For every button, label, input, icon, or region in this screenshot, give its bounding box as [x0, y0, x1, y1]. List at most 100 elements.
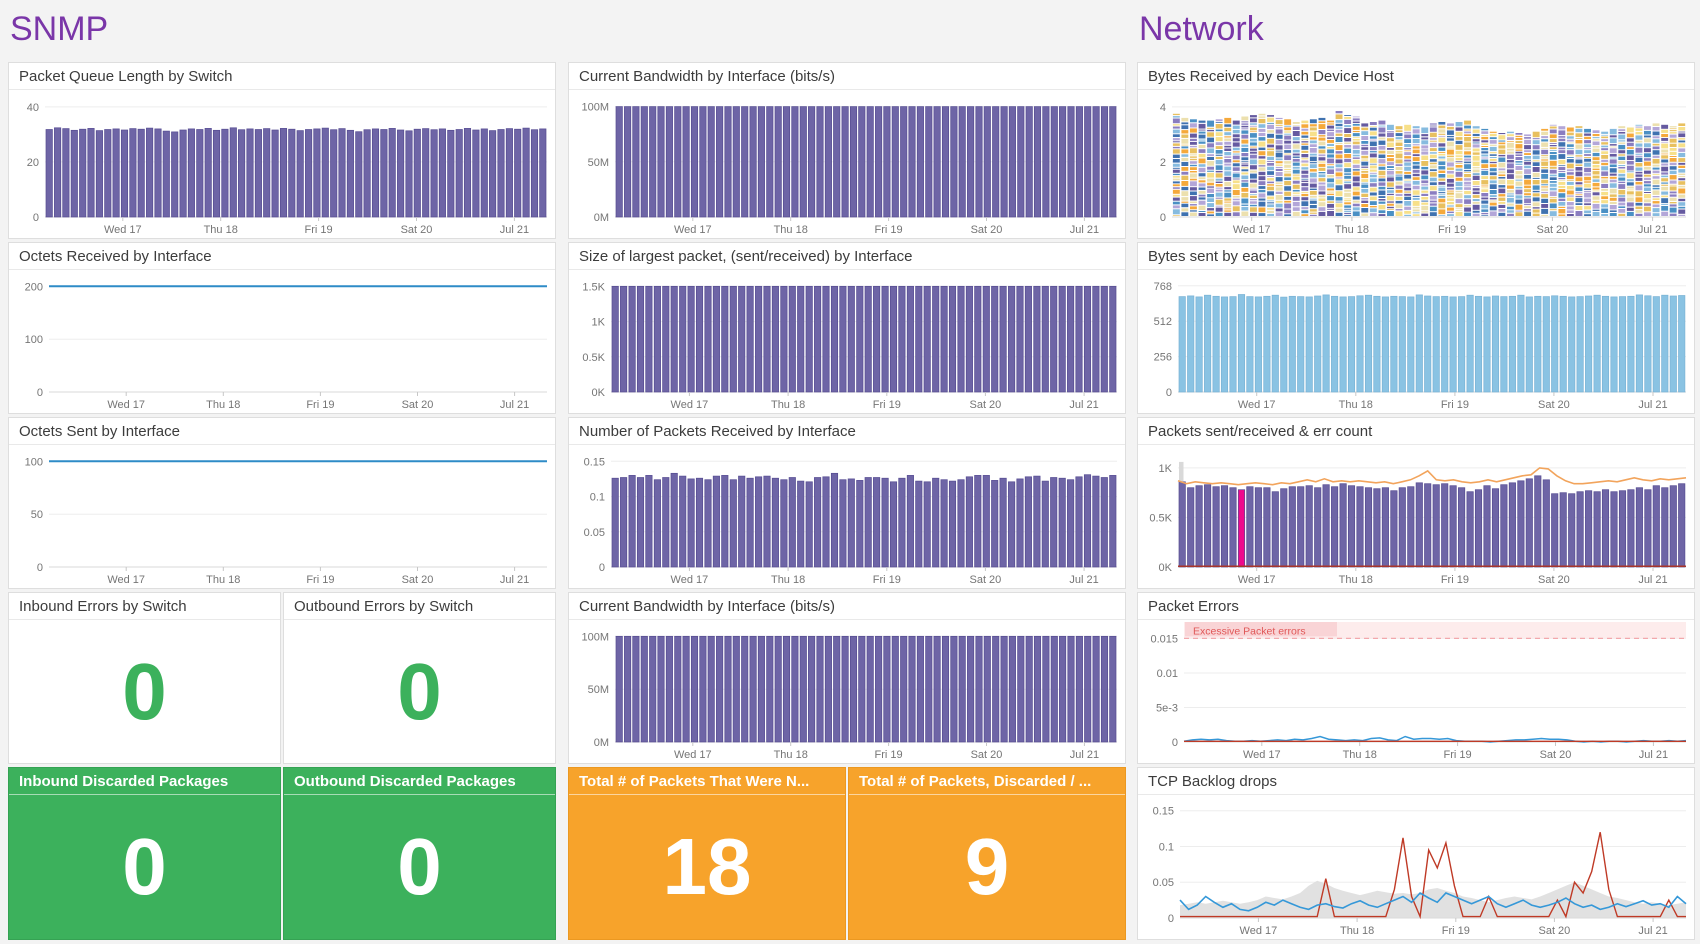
svg-text:Wed 17: Wed 17 [107, 574, 145, 586]
panel-title[interactable]: Bytes sent by each Device host [1138, 243, 1694, 270]
panel-title[interactable]: Current Bandwidth by Interface (bits/s) [569, 593, 1125, 620]
bandwidth-2-chart[interactable]: 0M 50M 100M Wed 17 Thu 18 Fri 19 Sat 20 Jul 21 [569, 620, 1125, 763]
svg-text:Sat 20: Sat 20 [971, 749, 1003, 761]
stat-value: 18 [662, 822, 752, 911]
svg-text:Sat 20: Sat 20 [969, 399, 1001, 411]
svg-text:100M: 100M [581, 631, 609, 643]
panel-title[interactable]: Size of largest packet, (sent/received) … [569, 243, 1125, 270]
packet-queue-chart[interactable]: 0 20 40 Wed 17 Thu 18 Fri 19 Sat 20 Jul 21 [9, 90, 555, 238]
svg-text:0M: 0M [594, 737, 609, 749]
svg-text:Jul 21: Jul 21 [1069, 574, 1098, 586]
panel-bytes-sent: Bytes sent by each Device host 0 256 512 76… [1137, 242, 1695, 414]
svg-text:Jul 21: Jul 21 [1638, 399, 1667, 411]
panel-title[interactable]: Bytes Received by each Device Host [1138, 63, 1694, 90]
panel-title[interactable]: Total # of Packets, Discarded / ... [849, 768, 1125, 795]
svg-text:1.5K: 1.5K [582, 281, 605, 293]
svg-text:Jul 21: Jul 21 [1070, 749, 1099, 761]
panel-bandwidth-1: Current Bandwidth by Interface (bits/s) … [568, 62, 1126, 239]
svg-text:Jul 21: Jul 21 [1638, 574, 1667, 586]
svg-text:Wed 17: Wed 17 [671, 574, 709, 586]
svg-text:0: 0 [1166, 387, 1172, 399]
svg-text:Fri 19: Fri 19 [1441, 574, 1469, 586]
bandwidth-1-chart[interactable]: 0M 50M 100M Wed 17 Thu 18 Fri 19 Sat 20 Jul 21 [569, 90, 1125, 238]
svg-text:Thu 18: Thu 18 [774, 749, 808, 761]
panel-title[interactable]: Inbound Errors by Switch [9, 593, 280, 620]
svg-text:Sat 20: Sat 20 [1538, 925, 1570, 937]
panel-title[interactable]: Total # of Packets That Were N... [569, 768, 845, 795]
panel-title[interactable]: Packet Errors [1138, 593, 1694, 620]
svg-text:Thu 18: Thu 18 [204, 224, 238, 236]
stat-value: 0 [122, 822, 167, 911]
octets-sent-chart[interactable]: 0 50 100 Wed 17 Thu 18 Fri 19 Sat 20 Jul 21 [9, 445, 555, 588]
svg-text:Sat 20: Sat 20 [1538, 399, 1570, 411]
svg-text:Fri 19: Fri 19 [305, 224, 333, 236]
svg-text:Fri 19: Fri 19 [875, 224, 903, 236]
panel-title[interactable]: Packet Queue Length by Switch [9, 63, 555, 90]
panel-bytes-received: Bytes Received by each Device Host 0 2 4 We… [1137, 62, 1695, 239]
panel-largest-packet: Size of largest packet, (sent/received) … [568, 242, 1126, 414]
panel-title[interactable]: Number of Packets Received by Interface [569, 418, 1125, 445]
panel-title[interactable]: Packets sent/received & err count [1138, 418, 1694, 445]
svg-text:100: 100 [25, 456, 43, 468]
panel-title[interactable]: TCP Backlog drops [1138, 768, 1694, 795]
svg-text:Fri 19: Fri 19 [1442, 925, 1470, 937]
svg-text:0.05: 0.05 [584, 527, 605, 539]
bytes-sent-chart[interactable]: 0 256 512 768 Wed 17 Thu 18 Fri 19 Sat 20 Jul 21 [1138, 270, 1694, 413]
svg-text:0.15: 0.15 [1153, 806, 1174, 818]
svg-text:0: 0 [33, 212, 39, 224]
panel-octets-received: Octets Received by Interface 0 100 200 Wed … [8, 242, 556, 414]
svg-text:Jul 21: Jul 21 [1639, 749, 1668, 761]
panel-outbound-errors: Outbound Errors by Switch 0 [283, 592, 556, 764]
largest-packet-chart[interactable]: 0K 0.5K 1K 1.5K Wed 17 Thu 18 Fri 19 Sat 20 Jul … [569, 270, 1125, 413]
panel-title[interactable]: Outbound Errors by Switch [284, 593, 555, 620]
svg-text:0.5K: 0.5K [582, 352, 605, 364]
panel-packets-not-delivered: Total # of Packets That Were N... 18 [568, 767, 846, 940]
svg-text:Wed 17: Wed 17 [674, 749, 712, 761]
svg-text:Jul 21: Jul 21 [500, 224, 529, 236]
panel-bandwidth-2: Current Bandwidth by Interface (bits/s) … [568, 592, 1126, 764]
svg-text:Thu 18: Thu 18 [1339, 399, 1373, 411]
panel-title[interactable]: Outbound Discarded Packages [284, 768, 555, 795]
packets-err-chart[interactable]: 0K 0.5K 1K Wed 17 Thu 18 Fri 19 Sat 20 Jul 21 [1138, 445, 1694, 588]
panel-tcp-backlog: TCP Backlog drops 0 0.05 0.1 0.15 Wed 17 Thu … [1137, 767, 1695, 940]
panel-title[interactable]: Octets Sent by Interface [9, 418, 555, 445]
svg-text:Fri 19: Fri 19 [1438, 224, 1466, 236]
svg-text:Fri 19: Fri 19 [873, 399, 901, 411]
svg-text:Sat 20: Sat 20 [402, 399, 434, 411]
packets-received-chart[interactable]: 0 0.05 0.1 0.15 Wed 17 Thu 18 Fri 19 Sat 20 Jul … [569, 445, 1125, 588]
svg-text:Wed 17: Wed 17 [671, 399, 709, 411]
svg-text:0: 0 [1160, 212, 1166, 224]
svg-text:Thu 18: Thu 18 [774, 224, 808, 236]
octets-received-chart[interactable]: 0 100 200 Wed 17 Thu 18 Fri 19 Sat 20 Jul 21 [9, 270, 555, 413]
svg-text:Wed 17: Wed 17 [1240, 925, 1278, 937]
svg-text:20: 20 [27, 157, 39, 169]
section-title-network: Network [1139, 10, 1264, 48]
stat-value: 0 [397, 822, 442, 911]
svg-text:5e-3: 5e-3 [1156, 703, 1178, 715]
panel-title[interactable]: Inbound Discarded Packages [9, 768, 280, 795]
svg-text:Jul 21: Jul 21 [1069, 399, 1098, 411]
tcp-backlog-chart[interactable]: 0 0.05 0.1 0.15 Wed 17 Thu 18 Fri 19 Sat 20 Jul … [1138, 795, 1694, 939]
svg-text:768: 768 [1154, 281, 1172, 293]
svg-text:Wed 17: Wed 17 [1233, 224, 1271, 236]
svg-text:50: 50 [31, 509, 43, 521]
section-title-snmp: SNMP [10, 10, 109, 48]
panel-title[interactable]: Octets Received by Interface [9, 243, 555, 270]
svg-text:Sat 20: Sat 20 [401, 224, 433, 236]
svg-text:512: 512 [1154, 316, 1172, 328]
svg-text:Sat 20: Sat 20 [1536, 224, 1568, 236]
panel-packets-discarded: Total # of Packets, Discarded / ... 9 [848, 767, 1126, 940]
panel-packet-queue: Packet Queue Length by Switch 0 20 40 Wed 1… [8, 62, 556, 239]
stat-value: 0 [122, 646, 167, 736]
svg-text:0.01: 0.01 [1157, 668, 1178, 680]
svg-text:Jul 21: Jul 21 [1638, 224, 1667, 236]
svg-text:Wed 17: Wed 17 [674, 224, 712, 236]
panel-title[interactable]: Current Bandwidth by Interface (bits/s) [569, 63, 1125, 90]
svg-text:0: 0 [37, 387, 43, 399]
svg-text:Fri 19: Fri 19 [1444, 749, 1472, 761]
packet-errors-chart[interactable]: 0 5e-3 0.01 0.015 Excessive Packet errors Wed… [1138, 620, 1694, 763]
bytes-received-chart[interactable]: 0 2 4 Wed 17 Thu 18 Fri 19 Sat 20 Jul 21 [1138, 90, 1694, 238]
svg-text:Fri 19: Fri 19 [1441, 399, 1469, 411]
svg-text:Sat 20: Sat 20 [1540, 749, 1572, 761]
svg-text:0.1: 0.1 [1159, 842, 1174, 854]
